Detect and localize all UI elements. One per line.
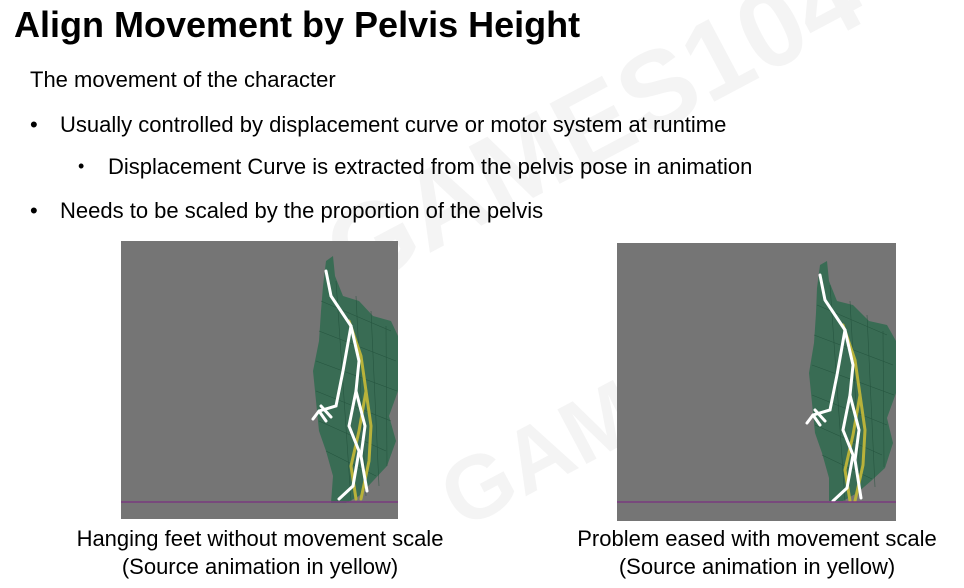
caption-line: Problem eased with movement scale (577, 526, 937, 551)
bullet-dot: • (30, 112, 38, 137)
caption-left: Hanging feet without movement scale (Sou… (40, 525, 480, 581)
bullet-dot: • (30, 198, 38, 223)
caption-line: (Source animation in yellow) (121, 554, 399, 579)
bullet-text: Needs to be scaled by the proportion of … (60, 198, 544, 223)
bullet-text: Displacement Curve is extracted from the… (108, 154, 753, 179)
character-figure-right (617, 261, 896, 503)
bullet-dot: • (78, 156, 85, 176)
slide-title: Align Movement by Pelvis Height (14, 4, 581, 45)
character-figure-left (121, 256, 398, 503)
caption-line: (Source animation in yellow) (618, 554, 896, 579)
animation-viewport-right (617, 243, 896, 521)
slide-subtitle: The movement of the character (30, 67, 336, 92)
bullet-text: Usually controlled by displacement curve… (60, 112, 727, 137)
animation-viewport-left (121, 241, 398, 519)
caption-line: Hanging feet without movement scale (76, 526, 444, 551)
caption-right: Problem eased with movement scale (Sourc… (537, 525, 964, 581)
